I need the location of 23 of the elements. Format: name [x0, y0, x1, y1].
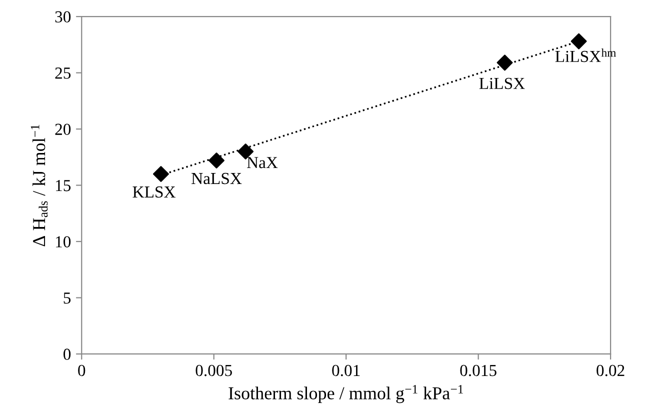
x-tick-label: 0.02 — [596, 364, 624, 376]
x-tick-label: 0.015 — [460, 364, 496, 376]
annotation: KLSX — [132, 186, 176, 198]
annotation: NaX — [247, 157, 278, 168]
y-axis-title: Δ H$_{ads}$ / kJ mol$^{−1}$ — [30, 124, 48, 246]
y-tick-label: 20 — [55, 124, 71, 135]
x-axis-title: Isotherm slope / mmol g$^{−1}$ kPa$^{−1}$ — [228, 385, 463, 404]
y-tick-label: 25 — [55, 68, 71, 79]
y-tick-label: 0 — [64, 348, 71, 360]
point — [208, 152, 224, 168]
y-tick-label: 30 — [55, 11, 71, 23]
point — [152, 166, 169, 182]
x-tick-label: 0.01 — [332, 364, 360, 376]
annotation: LiLSX — [479, 78, 525, 90]
point — [570, 33, 587, 50]
y-tick-label: 15 — [56, 180, 71, 192]
y-tick-label: 5 — [64, 292, 71, 304]
y-tick-label: 10 — [56, 236, 71, 248]
x-tick-label: 0.005 — [196, 364, 232, 376]
point — [496, 54, 513, 71]
x-tick-label: 0 — [78, 364, 86, 376]
annotation: LiLSX$^{hm}$ — [555, 48, 616, 62]
annotation: NaLSX — [192, 172, 242, 184]
